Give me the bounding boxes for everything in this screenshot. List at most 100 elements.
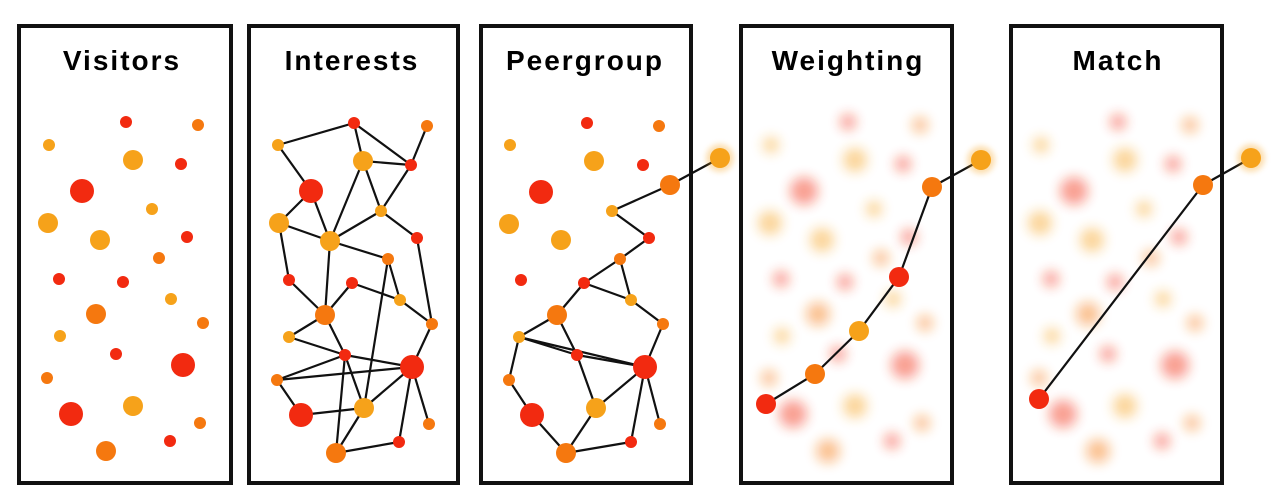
blurred-node [1110,114,1126,130]
interest-edge [415,236,434,326]
blurred-node [1165,156,1181,172]
interest-edge [323,239,332,317]
weighting-node [756,394,776,414]
interest-edge [379,163,413,213]
visitor-node [41,372,53,384]
peergroup-node [504,139,516,151]
match-node [1193,175,1213,195]
visitor-node [165,293,177,305]
visitor-node [43,139,55,151]
visitor-node [110,348,122,360]
peergroup-nodes [499,117,734,463]
panel-title-visitors: Visitors [63,45,181,76]
visitor-node [171,353,195,377]
peergroup-node [547,305,567,325]
weighting-edge [897,185,934,279]
interest-node [299,179,323,203]
interest-edge [287,335,347,357]
panel-title-match: Match [1073,45,1164,76]
blurred-node [1028,211,1052,235]
blurred-node [866,201,882,217]
blurred-node [1043,271,1059,287]
peergroup-edge [629,298,665,326]
blurred-node [763,137,779,153]
interest-edge [352,121,413,167]
blurred-node [1171,229,1187,245]
peergroup-node [657,318,669,330]
blurred-node [1033,137,1049,153]
blurred-node [1086,439,1110,463]
interest-node [421,120,433,132]
peergroup-node [571,349,583,361]
peergroup-node [606,205,618,217]
interest-node [423,418,435,430]
visitor-node [53,273,65,285]
peergroup-node [578,277,590,289]
blurred-background-nodes [758,114,933,463]
visitor-node [181,231,193,243]
panel-interests: Interests [247,24,460,485]
interest-node [272,139,284,151]
peergroup-edge [610,209,651,240]
blurred-node [917,315,933,331]
target-node [710,148,730,168]
interest-node [393,436,405,448]
interest-edge [328,239,390,261]
blurred-node [1136,201,1152,217]
match-node [1029,389,1049,409]
peergroup-node [614,253,626,265]
blurred-node [1187,315,1203,331]
blurred-node [758,211,782,235]
visitor-node [117,276,129,288]
peergroup-node [633,355,657,379]
interest-nodes [269,117,438,463]
blurred-node [840,114,856,130]
interest-edge [275,365,414,382]
panel-visitors: Visitors [17,24,233,485]
blurred-node [843,148,867,172]
visitor-node [120,116,132,128]
blurred-node [1060,177,1088,205]
visitor-node [38,213,58,233]
blurred-node [1076,302,1100,326]
blurred-node [1154,433,1170,449]
panel-title-interests: Interests [285,45,420,76]
interest-node [375,205,387,217]
interest-edge [328,159,365,243]
peergroup-edge [582,281,633,302]
peergroup-node [653,120,665,132]
peergroup-node [643,232,655,244]
panel-weighting: Weighting [739,24,995,485]
visitor-nodes [38,116,209,461]
panel-title-peergroup: Peergroup [506,45,664,76]
peergroup-node [660,175,680,195]
peergroup-node [637,159,649,171]
visitor-node [194,417,206,429]
blurred-node [1113,148,1137,172]
peergroup-edge [610,183,672,213]
interest-node [283,274,295,286]
visitor-node [70,179,94,203]
peergroup-edge [618,257,633,302]
interest-node [394,294,406,306]
blurred-node [1113,394,1137,418]
interest-edge [379,209,419,240]
match-edge [1037,183,1205,401]
target-node [1241,148,1261,168]
panel-title-weighting: Weighting [772,45,925,76]
interest-node [411,232,423,244]
blurred-node [895,156,911,172]
visitor-node [90,230,110,250]
interest-node [346,277,358,289]
blurred-node [837,274,853,290]
peergroup-edge [582,257,622,285]
blurred-node [885,291,901,307]
blurred-node [891,351,919,379]
blurred-node [884,433,900,449]
interest-node [400,355,424,379]
interest-edge [386,257,402,302]
visitor-node [123,396,143,416]
peergroup-node [551,230,571,250]
blurred-node [873,250,889,266]
blurred-node [830,346,846,362]
